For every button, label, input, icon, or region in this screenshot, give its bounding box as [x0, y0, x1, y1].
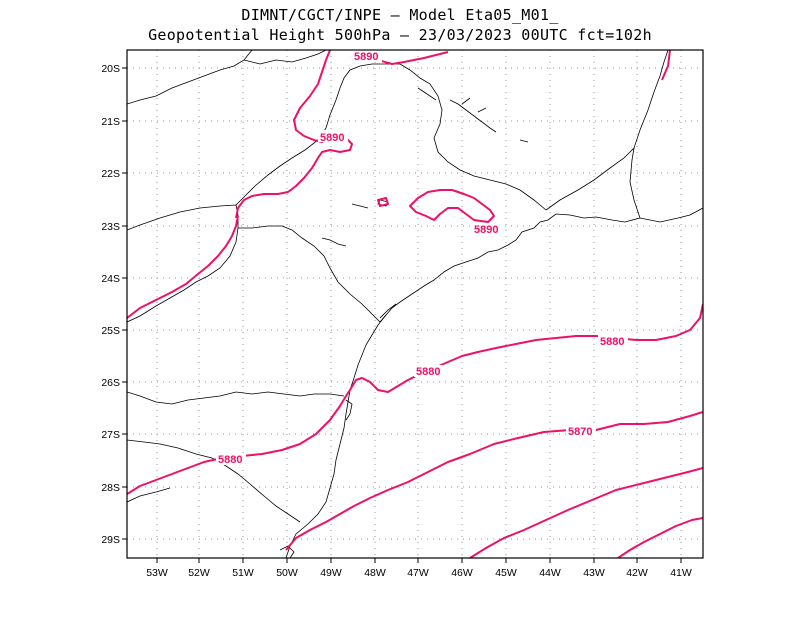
lon-label: 49W	[320, 567, 342, 579]
lagoon	[379, 303, 397, 319]
contour-label: 5880	[600, 336, 624, 348]
lat-label: 22S	[101, 168, 120, 180]
lon-label: 46W	[451, 567, 473, 579]
contour-5870	[285, 411, 703, 551]
contour-label: 5890	[354, 51, 378, 63]
state-border-es	[629, 147, 641, 219]
lat-label: 25S	[101, 325, 120, 337]
lat-label: 28S	[101, 482, 120, 494]
state-border-pr-sc	[127, 391, 345, 405]
lagoon	[279, 545, 295, 558]
lat-label: 21S	[101, 116, 120, 128]
reservoir	[351, 199, 389, 209]
state-border-ms-pr	[127, 227, 239, 323]
contour-label: 5890	[474, 224, 498, 236]
contour-label: 5880	[416, 366, 440, 378]
reservoir	[519, 139, 529, 143]
state-border-mg-rj	[545, 50, 669, 211]
state-border-rs-west	[127, 487, 171, 503]
contour-lower-2	[617, 517, 703, 558]
lon-label: 52W	[188, 567, 210, 579]
grid-lines	[127, 50, 703, 558]
lon-label: 42W	[626, 567, 648, 579]
lon-label: 43W	[583, 567, 605, 579]
contour-5880-mid	[349, 303, 703, 393]
state-border-ms-sp	[127, 204, 239, 231]
contour-5880-south	[127, 389, 351, 495]
lon-axis	[156, 558, 682, 563]
reservoir	[449, 97, 497, 133]
coastline	[285, 207, 703, 558]
lon-label: 48W	[364, 567, 386, 579]
contour-label: 5890	[320, 132, 344, 144]
lat-label: 26S	[101, 377, 120, 389]
state-border-pr-sp	[238, 225, 387, 323]
lon-label: 44W	[539, 567, 561, 579]
state-border-sc-rs	[127, 439, 301, 523]
contour-label: 5870	[568, 426, 592, 438]
contour-5890-right	[661, 50, 671, 81]
title-line-2: Geopotential Height 500hPa – 23/03/2023 …	[148, 26, 652, 44]
title-line-1: DIMNT/CGCT/INPE – Model Eta05_M01_	[241, 6, 559, 24]
lon-labels: 53W 52W 51W 50W 49W 48W 47W 46W 45W 44W …	[146, 567, 692, 579]
lat-axis	[122, 67, 127, 540]
contour-labels: 5890 5890 5890 5880 5880 5880 5870	[216, 50, 628, 466]
contour-5890-north	[235, 50, 353, 219]
lat-label: 27S	[101, 429, 120, 441]
contour-label: 5880	[218, 454, 242, 466]
lon-label: 51W	[232, 567, 254, 579]
lon-label: 50W	[276, 567, 298, 579]
geopotential-contours	[127, 50, 703, 558]
contour-5890-small	[377, 197, 389, 207]
lagoon	[345, 399, 353, 421]
lat-label: 24S	[101, 273, 120, 285]
lat-labels: 20S 21S 22S 23S 24S 25S 26S 27S 28S 29S	[101, 63, 120, 546]
contour-5880-sp	[127, 215, 239, 319]
state-border-top-mid	[243, 50, 327, 65]
lon-label: 47W	[407, 567, 429, 579]
reservoir	[417, 87, 437, 101]
lon-label: 41W	[670, 567, 692, 579]
lat-label: 20S	[101, 63, 120, 75]
map-frame	[126, 49, 704, 559]
reservoir	[321, 237, 347, 247]
lon-label: 53W	[146, 567, 168, 579]
contour-5890-closed	[409, 189, 495, 223]
lat-label: 23S	[101, 221, 120, 233]
contour-lower-1	[469, 467, 703, 558]
lon-label: 45W	[495, 567, 517, 579]
lat-label: 29S	[101, 534, 120, 546]
state-border-mg-sp	[235, 63, 547, 211]
state-border-top-west	[127, 50, 253, 105]
coastline-and-borders	[127, 50, 703, 558]
